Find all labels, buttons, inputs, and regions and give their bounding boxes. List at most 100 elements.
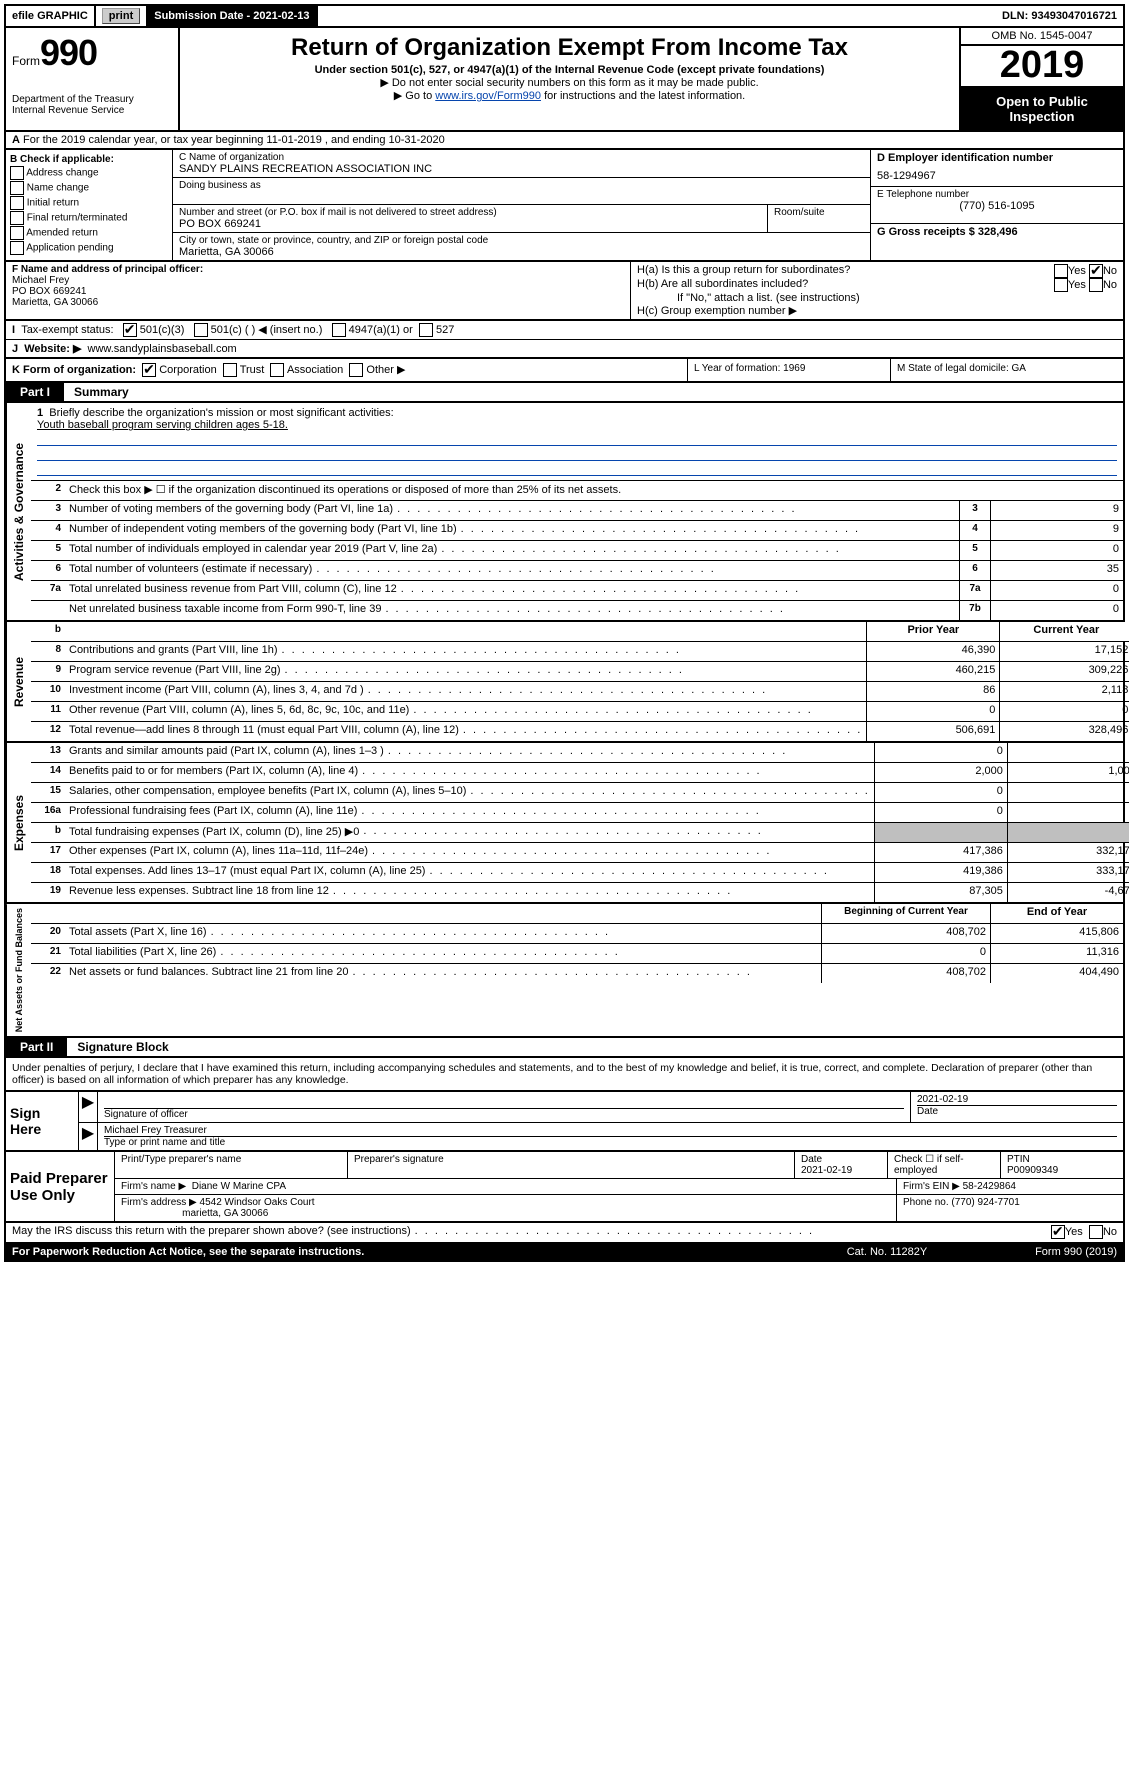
sign-here-label: Sign Here — [6, 1092, 79, 1150]
preparer-date: Date2021-02-19 — [795, 1152, 888, 1178]
line-2: 2 Check this box ▶ ☐ if the organization… — [31, 481, 1123, 501]
form-header: Form990 Department of the Treasury Inter… — [4, 28, 1125, 132]
row-j: J Website: ▶ www.sandyplainsbaseball.com — [4, 340, 1125, 359]
revenue-section: Revenue b Prior Year Current Year 8 Cont… — [4, 622, 1125, 743]
table-row: 19 Revenue less expenses. Subtract line … — [31, 883, 1129, 902]
firm-address: Firm's address ▶ 4542 Windsor Oaks Court… — [115, 1195, 897, 1221]
table-row: 17 Other expenses (Part IX, column (A), … — [31, 843, 1129, 863]
note-ssn: ▶ Do not enter social security numbers o… — [188, 76, 951, 89]
part1-tab: Part I — [6, 383, 64, 401]
note2-post: for instructions and the latest informat… — [541, 90, 745, 102]
checkbox-discuss-yes[interactable] — [1051, 1225, 1065, 1239]
checkbox-discuss-no[interactable] — [1089, 1225, 1103, 1239]
checkbox-app-pending[interactable] — [10, 241, 24, 255]
print-button[interactable]: print — [102, 8, 140, 24]
checkbox-assoc[interactable] — [270, 363, 284, 377]
dept-irs: Internal Revenue Service — [12, 105, 172, 116]
discuss-row: May the IRS discuss this return with the… — [4, 1223, 1125, 1244]
dba-row: Doing business as — [173, 178, 870, 205]
ein-value: 58-1294967 — [877, 170, 1117, 182]
paid-preparer-block: Paid Preparer Use Only Print/Type prepar… — [4, 1152, 1125, 1223]
efile-label: efile GRAPHIC — [6, 6, 96, 26]
checkbox-501c3[interactable] — [123, 323, 137, 337]
irs-link[interactable]: www.irs.gov/Form990 — [435, 90, 541, 102]
checkbox-hb-no[interactable] — [1089, 278, 1103, 292]
part1-title: Summary — [64, 383, 139, 401]
part2-tab: Part II — [6, 1038, 67, 1056]
arrow-icon: ▶ — [79, 1123, 98, 1150]
box-c: C Name of organization SANDY PLAINS RECR… — [173, 150, 870, 260]
header-right: OMB No. 1545-0047 2019 Open to Public In… — [959, 28, 1123, 130]
table-row: Net unrelated business taxable income fr… — [31, 601, 1123, 620]
net-assets-section: Net Assets or Fund Balances Beginning of… — [4, 904, 1125, 1038]
checkbox-amended[interactable] — [10, 226, 24, 240]
checkbox-ha-yes[interactable] — [1054, 264, 1068, 278]
expenses-section: Expenses 13 Grants and similar amounts p… — [4, 743, 1125, 904]
form-subtitle: Under section 501(c), 527, or 4947(a)(1)… — [188, 64, 951, 76]
ein-row: D Employer identification number 58-1294… — [871, 150, 1123, 187]
box-h: H(a) Is this a group return for subordin… — [631, 262, 1123, 319]
form-label: Form — [12, 54, 40, 68]
table-row: 15 Salaries, other compensation, employe… — [31, 783, 1129, 803]
arrow-icon: ▶ — [79, 1092, 98, 1122]
table-row: 14 Benefits paid to or for members (Part… — [31, 763, 1129, 783]
paid-preparer-label: Paid Preparer Use Only — [6, 1152, 115, 1221]
section-bcd: B Check if applicable: Address change Na… — [4, 150, 1125, 262]
open-to-public: Open to Public Inspection — [961, 88, 1123, 130]
self-employed-check: Check ☐ if self-employed — [888, 1152, 1001, 1178]
checkbox-final-return[interactable] — [10, 211, 24, 225]
row-k: K Form of organization: Corporation Trus… — [4, 359, 1125, 383]
checkbox-address-change[interactable] — [10, 166, 24, 180]
tax-year: 2019 — [961, 46, 1123, 88]
table-row: 9 Program service revenue (Part VIII, li… — [31, 662, 1129, 682]
box-f: F Name and address of principal officer:… — [6, 262, 631, 319]
checkbox-trust[interactable] — [223, 363, 237, 377]
side-expenses: Expenses — [6, 743, 31, 902]
table-row: 6 Total number of volunteers (estimate i… — [31, 561, 1123, 581]
table-row: 3 Number of voting members of the govern… — [31, 501, 1123, 521]
part2-title: Signature Block — [67, 1038, 178, 1056]
table-row: 16a Professional fundraising fees (Part … — [31, 803, 1129, 823]
part2-header: Part II Signature Block — [4, 1038, 1125, 1058]
governance-section: Activities & Governance 1 Briefly descri… — [4, 403, 1125, 622]
part1-header: Part I Summary — [4, 383, 1125, 403]
preparer-name-hdr: Print/Type preparer's name — [115, 1152, 348, 1178]
dln-label: DLN: 93493047016721 — [996, 6, 1123, 26]
box-d: D Employer identification number 58-1294… — [870, 150, 1123, 260]
section-fh: F Name and address of principal officer:… — [4, 262, 1125, 321]
checkbox-corp[interactable] — [142, 363, 156, 377]
firm-phone: Phone no. (770) 924-7701 — [897, 1195, 1123, 1221]
table-row: b Total fundraising expenses (Part IX, c… — [31, 823, 1129, 843]
gross-receipts: G Gross receipts $ 328,496 — [871, 224, 1123, 260]
net-assets-header-row: Beginning of Current Year End of Year — [31, 904, 1123, 924]
table-row: 7a Total unrelated business revenue from… — [31, 581, 1123, 601]
table-row: 20 Total assets (Part X, line 16) 408,70… — [31, 924, 1123, 944]
table-row: 10 Investment income (Part VIII, column … — [31, 682, 1129, 702]
firm-ein: Firm's EIN ▶ 58-2429864 — [897, 1179, 1123, 1194]
form-number: 990 — [40, 32, 97, 73]
checkbox-other[interactable] — [349, 363, 363, 377]
end-year-header: End of Year — [990, 904, 1123, 923]
checkbox-501c[interactable] — [194, 323, 208, 337]
org-name-row: C Name of organization SANDY PLAINS RECR… — [173, 150, 870, 178]
mission-text: Youth baseball program serving children … — [37, 419, 288, 431]
revenue-header-row: b Prior Year Current Year — [31, 622, 1129, 642]
ptin: PTINP00909349 — [1001, 1152, 1123, 1178]
checkbox-hb-yes[interactable] — [1054, 278, 1068, 292]
table-row: 11 Other revenue (Part VIII, column (A),… — [31, 702, 1129, 722]
box-b: B Check if applicable: Address change Na… — [6, 150, 173, 260]
officer-name: Michael Frey Treasurer Type or print nam… — [98, 1123, 1123, 1150]
header-left: Form990 Department of the Treasury Inter… — [6, 28, 180, 130]
checkbox-527[interactable] — [419, 323, 433, 337]
officer-signature: Signature of officer — [98, 1092, 910, 1122]
table-row: 8 Contributions and grants (Part VIII, l… — [31, 642, 1129, 662]
note2-pre: ▶ Go to — [394, 90, 435, 102]
table-row: 22 Net assets or fund balances. Subtract… — [31, 964, 1123, 983]
checkbox-ha-no[interactable] — [1089, 264, 1103, 278]
box-b-title: B Check if applicable: — [10, 154, 114, 165]
checkbox-name-change[interactable] — [10, 181, 24, 195]
side-governance: Activities & Governance — [6, 403, 31, 620]
checkbox-4947[interactable] — [332, 323, 346, 337]
checkbox-initial-return[interactable] — [10, 196, 24, 210]
prior-year-header: Prior Year — [866, 622, 999, 641]
